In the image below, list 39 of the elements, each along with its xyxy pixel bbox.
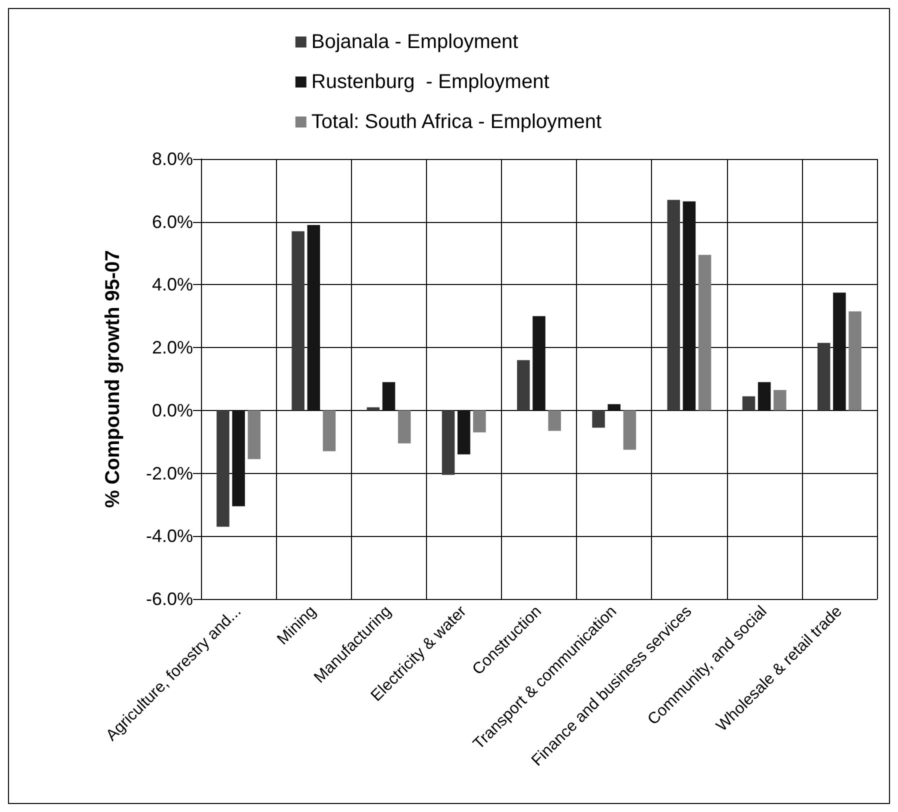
bar <box>833 292 846 410</box>
bar <box>742 396 756 410</box>
bar <box>548 410 561 431</box>
bar <box>698 254 712 410</box>
legend-label: Total: South Africa - Employment <box>311 111 602 133</box>
bar <box>608 404 620 410</box>
bar <box>592 410 605 428</box>
y-tick-label: -2.0% <box>146 463 193 484</box>
bar <box>382 382 396 410</box>
bar <box>817 342 830 410</box>
y-tick-label: -6.0% <box>146 589 193 609</box>
y-tick-label: 8.0% <box>152 149 193 169</box>
y-tick-label: 6.0% <box>152 212 193 232</box>
bar <box>292 231 304 410</box>
bar <box>398 410 411 444</box>
bar <box>442 410 455 475</box>
bar <box>366 407 380 410</box>
y-tick-label: -4.0% <box>146 526 193 546</box>
bar <box>667 200 680 410</box>
bar <box>623 410 636 450</box>
bar <box>473 410 486 432</box>
y-tick-label: 2.0% <box>152 338 193 358</box>
bar <box>322 410 336 452</box>
bar <box>307 225 320 410</box>
y-axis-title: % Compound growth 95-07 <box>102 250 124 508</box>
bar <box>248 410 261 460</box>
y-tick-label: 0.0% <box>152 400 193 420</box>
legend-label: Bojanala - Employment <box>311 31 519 53</box>
bar <box>682 201 696 410</box>
bar <box>458 410 470 454</box>
bar <box>232 410 245 506</box>
bar <box>848 311 862 410</box>
bar <box>532 316 546 410</box>
bar <box>216 410 230 527</box>
bar <box>774 390 786 410</box>
legend-label: Rustenburg - Employment <box>311 71 550 93</box>
bar <box>517 360 530 410</box>
bar <box>758 382 771 410</box>
y-tick-label: 4.0% <box>152 274 193 295</box>
